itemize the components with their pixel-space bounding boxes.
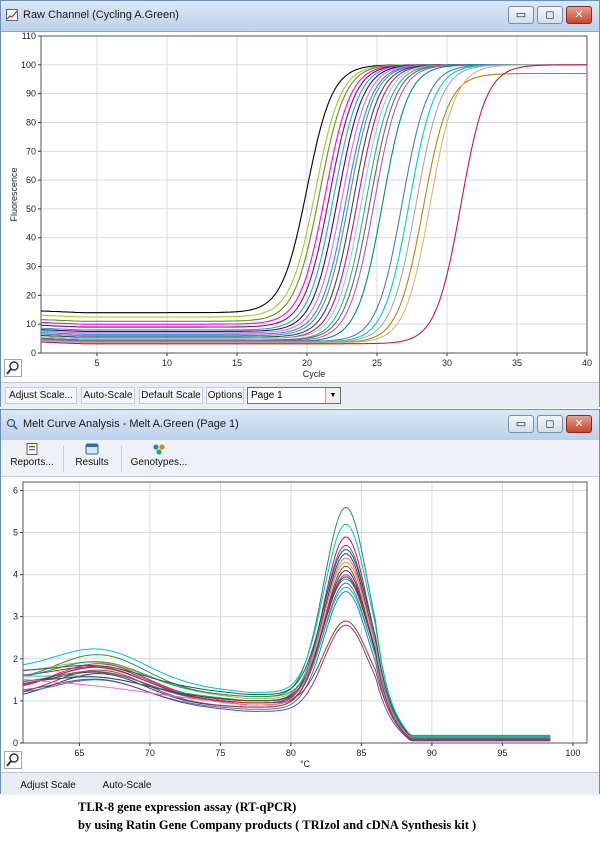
genotypes-icon xyxy=(153,444,165,455)
x-tick-label: 100 xyxy=(565,748,580,758)
y-tick-label: 30 xyxy=(26,262,36,272)
x-tick-label: 5 xyxy=(94,358,99,368)
results-button[interactable]: Results xyxy=(69,443,115,473)
maximize-button[interactable]: ◻ xyxy=(537,415,563,433)
melt-curve-titlebar[interactable]: Melt Curve Analysis - Melt A.Green (Page… xyxy=(1,410,599,441)
raw-channel-titlebar[interactable]: Raw Channel (Cycling A.Green) ▭ ◻ ✕ xyxy=(1,1,599,32)
x-tick-label: 70 xyxy=(145,748,155,758)
caption-line-1: TLR-8 gene expression assay (RT-qPCR) xyxy=(78,800,297,814)
genotypes-button[interactable]: Genotypes... xyxy=(127,443,191,473)
page-select[interactable]: Page 1 ▼ xyxy=(247,387,341,404)
raw-channel-chart: 5 10 15 20 25 30 35 40 0 10 20 30 40 50 60 70 80 90 100 110… xyxy=(9,31,592,379)
y-tick-label: 2 xyxy=(13,654,18,664)
adjust-scale-button[interactable]: Adjust Scale... xyxy=(5,387,77,404)
x-tick-label: 35 xyxy=(512,358,522,368)
genotypes-label: Genotypes... xyxy=(130,457,188,468)
chart-icon xyxy=(6,9,18,21)
results-label: Results xyxy=(75,457,109,468)
zoom-icon[interactable] xyxy=(4,751,22,769)
amplification-curve xyxy=(40,64,587,344)
y-tick-label: 110 xyxy=(22,31,36,41)
y-tick-label: 70 xyxy=(26,146,36,156)
y-tick-label: 0 xyxy=(13,738,18,748)
close-button[interactable]: ✕ xyxy=(566,6,592,24)
raw-channel-bottom-toolbar: Adjust Scale... Auto-Scale Default Scale… xyxy=(1,382,599,408)
options-button[interactable]: Options xyxy=(206,387,244,404)
plot-area xyxy=(22,481,588,744)
x-tick-label: 15 xyxy=(232,358,242,368)
plot-border xyxy=(40,35,588,354)
page-select-value: Page 1 xyxy=(251,390,283,401)
adjust-scale-button[interactable]: Adjust Scale xyxy=(20,780,76,791)
raw-channel-title: Raw Channel (Cycling A.Green) xyxy=(23,9,179,21)
x-tick-label: 20 xyxy=(302,358,312,368)
x-tick-label: 65 xyxy=(74,748,84,758)
caption-line-2: by using Ratin Gene Company products ( T… xyxy=(78,818,477,832)
y-tick-label: 5 xyxy=(13,528,18,538)
raw-channel-window: Raw Channel (Cycling A.Green) ▭ ◻ ✕ 5 10 1… xyxy=(0,0,600,408)
zoom-icon[interactable] xyxy=(4,359,22,377)
reports-label: Reports... xyxy=(10,457,54,468)
y-tick-label: 40 xyxy=(26,233,36,243)
y-tick-label: 1 xyxy=(13,696,18,706)
toolbar-divider xyxy=(63,446,64,472)
x-axis-label: °C xyxy=(300,759,311,769)
plot-area xyxy=(40,35,588,354)
x-tick-label: 80 xyxy=(286,748,296,758)
melt-curve xyxy=(22,576,551,740)
y-tick-label: 60 xyxy=(26,175,36,185)
default-scale-button[interactable]: Default Scale xyxy=(139,387,203,404)
y-tick-label: 100 xyxy=(21,60,36,70)
melt-curve-window: Melt Curve Analysis - Melt A.Green (Page… xyxy=(0,409,600,795)
maximize-button[interactable]: ◻ xyxy=(537,6,563,24)
search-icon xyxy=(6,418,18,430)
x-tick-label: 10 xyxy=(162,358,172,368)
plot-border xyxy=(22,481,588,744)
melt-curve-title: Melt Curve Analysis - Melt A.Green (Page… xyxy=(23,418,239,430)
x-tick-label: 30 xyxy=(442,358,452,368)
x-tick-label: 95 xyxy=(497,748,507,758)
results-icon xyxy=(85,443,99,455)
melt-curve xyxy=(22,507,551,736)
y-tick-label: 6 xyxy=(13,485,18,495)
y-tick-label: 0 xyxy=(31,348,36,358)
reports-button[interactable]: Reports... xyxy=(7,443,57,473)
y-tick-label: 10 xyxy=(26,319,36,329)
y-tick-label: 80 xyxy=(26,117,36,127)
x-tick-label: 75 xyxy=(215,748,225,758)
melt-curve-bottom-toolbar: Adjust Scale Auto-Scale xyxy=(1,772,599,795)
minimize-button[interactable]: ▭ xyxy=(508,6,534,24)
y-tick-label: 20 xyxy=(26,290,36,300)
minimize-button[interactable]: ▭ xyxy=(508,415,534,433)
x-tick-label: 40 xyxy=(582,358,592,368)
y-tick-label: 50 xyxy=(26,204,36,214)
x-tick-label: 25 xyxy=(372,358,382,368)
x-tick-label: 90 xyxy=(427,748,437,758)
melt-curve xyxy=(22,557,551,739)
report-icon xyxy=(26,443,38,455)
x-axis-label: Cycle xyxy=(303,369,326,379)
melt-curve xyxy=(22,624,551,742)
toolbar-divider xyxy=(121,446,122,472)
y-axis-label: Fluorescence xyxy=(9,167,19,221)
amplification-curve xyxy=(40,64,587,343)
amplification-curve xyxy=(40,64,587,345)
auto-scale-button[interactable]: Auto-Scale xyxy=(102,780,152,791)
y-tick-label: 90 xyxy=(26,89,36,99)
x-tick-label: 85 xyxy=(356,748,366,758)
close-button[interactable]: ✕ xyxy=(566,415,592,433)
y-tick-label: 3 xyxy=(13,612,18,622)
y-tick-label: 4 xyxy=(13,570,18,580)
chevron-down-icon: ▼ xyxy=(325,388,340,403)
auto-scale-button[interactable]: Auto-Scale xyxy=(81,387,135,404)
melt-curve-toolbar: Reports... Results Genotypes... xyxy=(1,440,599,477)
